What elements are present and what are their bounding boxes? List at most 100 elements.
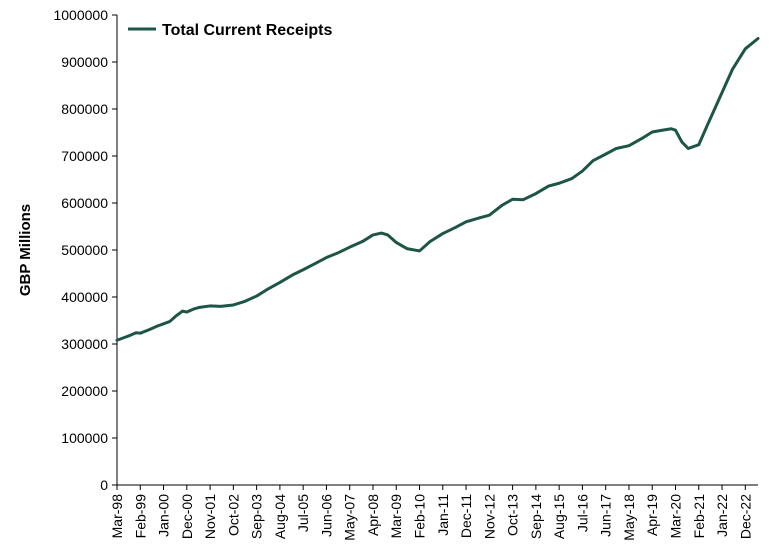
y-tick-label: 0 <box>100 477 108 493</box>
data-point <box>232 304 235 306</box>
data-point <box>406 247 408 250</box>
x-tick-label: Aug-15 <box>551 494 567 539</box>
y-tick-label: 900000 <box>61 54 108 70</box>
data-point <box>687 147 689 150</box>
data-point <box>128 334 131 337</box>
data-point <box>744 48 747 50</box>
data-point <box>592 159 594 162</box>
data-point <box>454 226 457 229</box>
data-point <box>571 177 573 180</box>
x-tick-label: Feb-10 <box>412 494 428 539</box>
data-point <box>547 185 550 187</box>
data-point <box>255 295 258 297</box>
x-tick-label: Jul-16 <box>574 494 590 532</box>
data-point <box>198 306 201 309</box>
data-point <box>674 129 677 131</box>
data-point <box>721 91 723 94</box>
data-point <box>147 329 150 331</box>
data-point <box>291 274 294 276</box>
data-point <box>219 305 222 308</box>
x-tick-label: Sep-14 <box>528 494 544 539</box>
data-point <box>186 311 188 313</box>
x-tick-label: Apr-08 <box>365 494 381 536</box>
x-tick-label: May-07 <box>342 494 358 541</box>
y-tick-label: 600000 <box>61 195 108 211</box>
data-point <box>706 124 709 127</box>
data-point <box>372 234 374 236</box>
data-point <box>135 331 137 334</box>
data-point <box>361 240 364 243</box>
x-tick-label: Feb-21 <box>691 494 707 539</box>
data-point <box>429 240 431 243</box>
legend: Total Current Receipts <box>128 22 333 39</box>
y-tick-label: 200000 <box>61 383 108 399</box>
data-point <box>266 288 269 291</box>
x-tick-label: Dec-11 <box>458 494 474 538</box>
data-point <box>181 310 184 312</box>
data-point <box>628 144 630 147</box>
y-axis-ticks: 0 100000 200000 300000 400000 500000 600000 700… <box>53 7 117 493</box>
data-point <box>681 141 683 143</box>
data-point <box>501 204 503 207</box>
data-point <box>640 137 643 140</box>
x-tick-label: Sep-03 <box>249 494 265 539</box>
data-point <box>139 332 142 334</box>
data-point <box>522 198 524 201</box>
data-point <box>615 147 618 150</box>
data-point <box>156 325 158 327</box>
x-tick-label: Jan-22 <box>714 494 730 537</box>
data-point <box>651 131 654 133</box>
y-tick-label: 1000000 <box>53 7 108 23</box>
data-point <box>209 305 211 307</box>
data-point <box>662 129 664 131</box>
series-line-total-current-receipts <box>115 37 760 342</box>
data-point <box>712 110 715 113</box>
y-tick-label: 400000 <box>61 289 108 305</box>
y-tick-label: 800000 <box>61 101 108 117</box>
x-tick-label: Oct-02 <box>225 494 241 536</box>
data-point <box>395 241 398 244</box>
y-tick-label: 300000 <box>61 336 108 352</box>
data-point <box>386 234 389 236</box>
x-tick-label: Jun-17 <box>598 494 614 537</box>
data-point <box>116 339 118 342</box>
data-point <box>380 232 383 234</box>
x-tick-label: Dec-00 <box>179 494 195 539</box>
data-point <box>192 308 194 311</box>
x-tick-label: May-18 <box>621 494 637 541</box>
data-point <box>511 198 514 201</box>
x-tick-label: Jul-05 <box>295 494 311 532</box>
x-tick-label: Feb-99 <box>132 494 148 539</box>
series-group <box>115 37 760 342</box>
data-point <box>348 246 351 248</box>
legend-label: Total Current Receipts <box>162 22 333 39</box>
data-point <box>418 250 421 252</box>
data-point <box>175 315 178 317</box>
data-point <box>243 300 245 303</box>
x-tick-label: Mar-09 <box>388 494 404 539</box>
x-tick-label: Apr-19 <box>644 494 660 536</box>
data-point <box>558 182 560 185</box>
data-point <box>757 37 759 40</box>
data-point <box>581 170 584 172</box>
x-tick-label: Oct-13 <box>505 494 521 536</box>
data-point <box>325 256 328 259</box>
data-point <box>731 68 734 70</box>
y-tick-label: 500000 <box>61 242 108 258</box>
data-point <box>122 337 125 339</box>
data-point <box>279 281 281 284</box>
x-tick-label: Jan-00 <box>156 494 172 537</box>
data-point <box>697 143 700 146</box>
data-point <box>604 153 607 155</box>
x-tick-label: Jun-06 <box>318 494 334 537</box>
y-tick-label: 700000 <box>61 148 108 164</box>
y-axis-title-group: GBP Millions <box>17 204 34 296</box>
x-tick-label: Aug-04 <box>272 494 288 539</box>
y-tick-label: 100000 <box>61 430 108 446</box>
data-point <box>488 214 491 217</box>
x-tick-label: Jan-11 <box>435 494 451 536</box>
data-point <box>315 262 317 264</box>
data-point <box>535 192 537 195</box>
y-axis-title: GBP Millions <box>17 204 34 296</box>
